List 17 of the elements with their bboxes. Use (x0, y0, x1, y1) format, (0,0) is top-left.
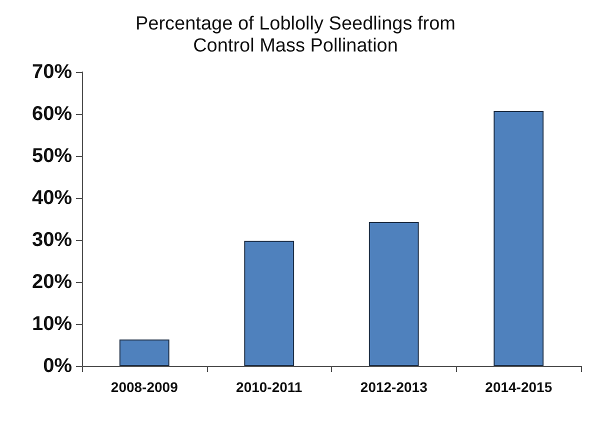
y-tick-label: 50% (32, 145, 72, 167)
y-tick-label: 40% (32, 187, 72, 209)
bar (244, 240, 294, 366)
y-tick-label: 0% (43, 355, 72, 377)
bar (368, 222, 419, 366)
y-tick-label: 10% (32, 313, 72, 335)
x-tick-label: 2008-2009 (110, 379, 178, 395)
y-tick-label: 60% (32, 103, 72, 125)
chart-title: Percentage of Loblolly Seedlings from Control Mass Pollination (135, 14, 456, 56)
x-tick-label: 2014-2015 (485, 379, 552, 395)
bar (494, 111, 544, 366)
y-tick-label: 30% (32, 229, 72, 251)
x-tick-label: 2012-2013 (360, 379, 428, 395)
y-tick-label: 70% (32, 61, 72, 83)
x-tick-label: 2010-2011 (236, 379, 302, 395)
y-tick-label: 20% (32, 271, 72, 293)
bar (119, 340, 170, 366)
